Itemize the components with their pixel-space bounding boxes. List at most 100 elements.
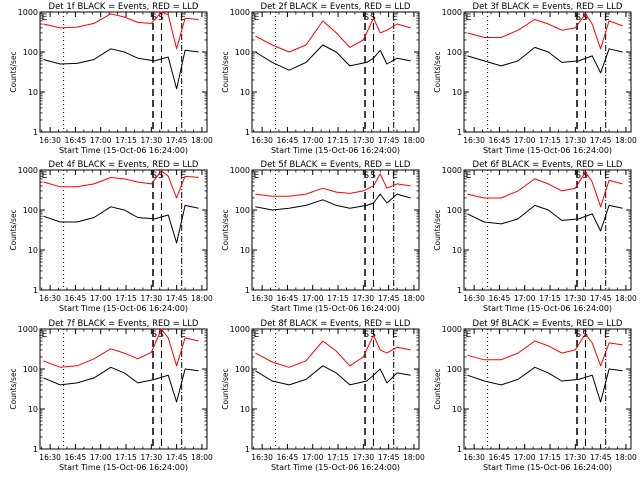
event-marker-label: E xyxy=(254,330,260,340)
detector-panel: Det 9f BLACK = Events, RED = LLD 1 10 100 10… xyxy=(433,319,637,472)
x-tick-label: 16:30 xyxy=(39,136,61,145)
x-axis-label: Start Time (15-Oct-06 16:24:00) xyxy=(483,146,612,155)
x-tick-label: 17:00 xyxy=(514,294,536,303)
event-marker-label: S xyxy=(158,171,164,181)
event-marker-label: S xyxy=(370,171,376,181)
event-marker-label: E xyxy=(42,330,48,340)
panel-title: Det 1f BLACK = Events, RED = LLD xyxy=(49,2,199,12)
x-tick-label: 17:00 xyxy=(514,136,536,145)
y-tick-label: 1 xyxy=(33,445,38,454)
panel-title: Det 9f BLACK = Events, RED = LLD xyxy=(473,319,623,329)
y-tick-label: 100 xyxy=(235,48,250,57)
y-tick-label: 100 xyxy=(23,48,38,57)
event-marker-label: S xyxy=(363,330,369,340)
plot-frame xyxy=(251,11,420,133)
event-marker-label: S xyxy=(575,13,581,23)
lld-series-line xyxy=(43,170,199,199)
lld-series-line xyxy=(43,328,199,368)
x-tick-label: 17:45 xyxy=(590,136,612,145)
x-tick-label: 17:30 xyxy=(353,453,375,462)
y-axis-label: Counts/sec xyxy=(9,368,18,409)
lld-series-line xyxy=(467,171,623,208)
event-marker-label: E xyxy=(392,330,398,340)
y-axis-label: Counts/sec xyxy=(9,209,18,250)
x-axis-label: Start Time (15-Oct-06 16:24:00) xyxy=(483,304,612,313)
event-marker-label: E xyxy=(604,13,610,23)
y-tick-label: 1000 xyxy=(442,166,462,175)
y-tick-label: 1000 xyxy=(230,8,250,17)
event-marker-label: E xyxy=(254,13,260,23)
x-tick-label: 18:00 xyxy=(191,136,213,145)
lld-series-line xyxy=(467,13,623,50)
y-tick-label: 1000 xyxy=(230,325,250,334)
y-tick-label: 100 xyxy=(447,365,462,374)
panel-title: Det 2f BLACK = Events, RED = LLD xyxy=(261,2,411,12)
events-series-line xyxy=(467,366,623,403)
y-tick-label: 1000 xyxy=(18,325,38,334)
x-tick-label: 17:45 xyxy=(378,294,400,303)
event-marker-label: E xyxy=(466,171,472,181)
x-tick-label: 16:45 xyxy=(277,453,299,462)
panel-title: Det 3f BLACK = Events, RED = LLD xyxy=(473,2,623,12)
y-tick-label: 10 xyxy=(28,88,38,97)
x-tick-label: 17:30 xyxy=(353,136,375,145)
x-tick-label: 16:45 xyxy=(65,136,87,145)
y-axis-label: Counts/sec xyxy=(221,51,230,92)
x-tick-label: 17:45 xyxy=(166,136,188,145)
y-tick-label: 1 xyxy=(457,286,462,295)
x-tick-label: 17:30 xyxy=(353,294,375,303)
y-tick-label: 10 xyxy=(28,405,38,414)
x-tick-label: 16:45 xyxy=(65,294,87,303)
events-series-line xyxy=(43,48,199,90)
x-tick-label: 17:15 xyxy=(327,136,349,145)
x-tick-label: 18:00 xyxy=(403,136,425,145)
y-tick-label: 100 xyxy=(23,206,38,215)
plot-frame xyxy=(39,11,208,133)
x-tick-label: 17:45 xyxy=(166,453,188,462)
plot-frame xyxy=(463,11,632,133)
detector-panel: Det 5f BLACK = Events, RED = LLD 1 10 100 10… xyxy=(221,160,425,313)
y-tick-label: 100 xyxy=(235,206,250,215)
x-axis-label: Start Time (15-Oct-06 16:24:00) xyxy=(59,463,188,472)
x-tick-label: 16:45 xyxy=(489,453,511,462)
x-tick-label: 18:00 xyxy=(191,453,213,462)
x-tick-label: 17:00 xyxy=(514,453,536,462)
panel-title: Det 7f BLACK = Events, RED = LLD xyxy=(49,319,199,329)
x-axis-label: Start Time (15-Oct-06 16:24:00) xyxy=(271,304,400,313)
x-axis-label: Start Time (15-Oct-06 16:24:00) xyxy=(271,463,400,472)
x-tick-label: 17:00 xyxy=(90,136,112,145)
y-tick-label: 10 xyxy=(452,88,462,97)
x-tick-label: 17:15 xyxy=(327,294,349,303)
x-tick-label: 16:45 xyxy=(277,136,299,145)
x-tick-label: 16:30 xyxy=(39,453,61,462)
y-tick-label: 10 xyxy=(28,246,38,255)
lld-series-line xyxy=(255,173,411,197)
x-tick-label: 17:45 xyxy=(378,453,400,462)
event-marker-label: S xyxy=(151,171,157,181)
event-marker-label: S xyxy=(158,13,164,23)
event-marker-label: E xyxy=(392,171,398,181)
y-axis-label: Counts/sec xyxy=(221,368,230,409)
x-tick-label: 17:15 xyxy=(539,453,561,462)
events-series-line xyxy=(43,204,199,244)
y-tick-label: 10 xyxy=(240,246,250,255)
y-axis-label: Counts/sec xyxy=(433,209,442,250)
x-tick-label: 18:00 xyxy=(615,294,637,303)
y-axis-label: Counts/sec xyxy=(221,209,230,250)
x-axis-label: Start Time (15-Oct-06 16:24:00) xyxy=(59,304,188,313)
x-tick-label: 17:45 xyxy=(166,294,188,303)
plot-frame xyxy=(251,169,420,291)
y-axis-label: Counts/sec xyxy=(9,51,18,92)
event-marker-label: S xyxy=(363,13,369,23)
event-marker-label: E xyxy=(180,171,186,181)
x-tick-label: 17:30 xyxy=(565,294,587,303)
y-tick-label: 10 xyxy=(452,405,462,414)
lld-series-line xyxy=(255,17,411,53)
lld-series-line xyxy=(43,11,199,50)
y-tick-label: 10 xyxy=(452,246,462,255)
y-tick-label: 100 xyxy=(235,365,250,374)
x-tick-label: 16:30 xyxy=(251,294,273,303)
x-tick-label: 17:30 xyxy=(141,453,163,462)
panel-title: Det 8f BLACK = Events, RED = LLD xyxy=(261,319,411,329)
